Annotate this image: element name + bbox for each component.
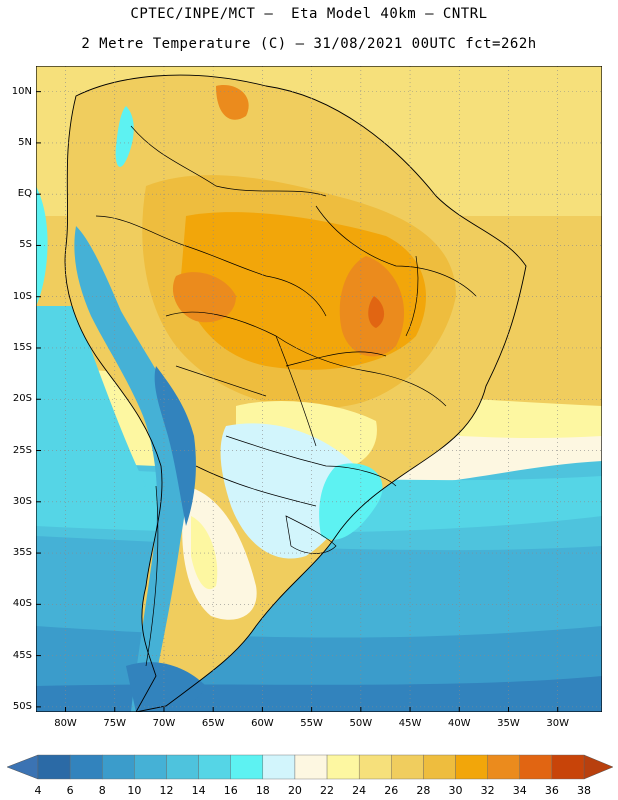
colorbar-level-label: 24 xyxy=(352,784,366,797)
field-andes-coldest xyxy=(154,366,196,526)
lon-tick-label: 60W xyxy=(251,718,274,729)
lon-tick-label: 45W xyxy=(398,718,422,729)
field-andes-cold xyxy=(74,226,187,712)
border-brazil-states-north xyxy=(315,205,477,297)
colorbar-level-label: 20 xyxy=(288,784,302,797)
colorbar-swatch xyxy=(551,754,585,780)
colorbar-level-label: 14 xyxy=(192,784,206,797)
colorbar-swatch xyxy=(358,754,392,780)
border-brazil-states-south xyxy=(365,370,447,407)
field-hottest-spot xyxy=(368,296,385,328)
colorbar-boxes xyxy=(6,754,614,780)
colorbar-level-label: 18 xyxy=(256,784,270,797)
colorbar-level-label: 34 xyxy=(513,784,527,797)
border-brazil-north xyxy=(185,245,327,317)
border-bolivia-brazil xyxy=(275,335,317,447)
colorbar-level-label: 30 xyxy=(449,784,463,797)
field-pacific-coast xyxy=(36,306,146,516)
colorbar-level-label: 22 xyxy=(320,784,334,797)
lat-tick-label: 15S xyxy=(12,341,32,353)
border-brazil-states-east xyxy=(405,255,419,337)
lat-tick-label: 10S xyxy=(12,290,32,302)
colorbar-level-label: 10 xyxy=(127,784,141,797)
lat-tick-label: 35S xyxy=(12,547,32,559)
lon-tick-label: 75W xyxy=(103,718,127,729)
map-title-line2: 2 Metre Temperature (C) – 31/08/2021 00U… xyxy=(81,36,537,52)
field-hot-core-north xyxy=(216,85,249,120)
colorbar-labels: 4 6 8 10 12 14 16 18 20 22 24 26 28 30 32 34 36 38 xyxy=(35,784,592,797)
temperature-map xyxy=(36,66,602,712)
field-hot-core-west xyxy=(172,272,236,323)
lon-tick-label: 40W xyxy=(447,718,471,729)
border-brazil-states-central xyxy=(285,351,387,367)
colorbar-swatch xyxy=(262,754,296,780)
colorbar-under-arrow xyxy=(6,754,39,780)
colorbar-level-label: 6 xyxy=(67,784,74,797)
colorbar-swatch xyxy=(391,754,424,780)
colorbar-swatch xyxy=(102,754,135,780)
colorbar-level-label: 38 xyxy=(577,784,591,797)
lat-tick-label: EQ xyxy=(17,188,32,200)
colorbar-swatch xyxy=(37,754,71,780)
lat-tick-label: 45S xyxy=(12,649,32,661)
colorbar-level-label: 32 xyxy=(481,784,495,797)
lon-tick-label: 65W xyxy=(201,718,225,729)
colorbar-swatch xyxy=(230,754,264,780)
field-pampas-warm xyxy=(191,516,218,590)
lon-tick-label: 70W xyxy=(152,718,176,729)
border-colombia-venezuela xyxy=(130,125,327,197)
border-chile-argentina xyxy=(145,485,159,667)
colorbar-swatch xyxy=(519,754,553,780)
field-pampas xyxy=(182,486,257,620)
field-pacific-cool xyxy=(36,186,48,306)
field-southeast-cool xyxy=(319,463,383,540)
lat-tick-label: 5S xyxy=(19,239,32,251)
colorbar-swatch xyxy=(134,754,167,780)
border-ecuador-peru xyxy=(95,215,187,247)
lon-tick-label: 80W xyxy=(54,718,77,729)
border-peru-chile xyxy=(175,365,267,397)
colorbar-level-label: 4 xyxy=(35,784,42,797)
lon-tick-label: 30W xyxy=(546,718,570,729)
border-uruguay xyxy=(285,515,337,554)
colorbar-swatch xyxy=(198,754,231,780)
colorbar-swatch xyxy=(166,754,199,780)
lon-tick-label: 35W xyxy=(497,718,520,729)
field-colombia-andes xyxy=(115,106,134,167)
coastline xyxy=(64,74,527,712)
colorbar-level-label: 8 xyxy=(99,784,106,797)
lat-tick-label: 25S xyxy=(12,444,32,456)
lat-tick-label: 20S xyxy=(12,393,32,405)
colorbar: 4 6 8 10 12 14 16 18 20 22 24 26 28 30 32 34 36 38 xyxy=(6,754,614,797)
border-paraguay xyxy=(225,435,397,487)
lon-tick-label: 55W xyxy=(300,718,323,729)
colorbar-swatch xyxy=(294,754,328,780)
lat-tick-label: 30S xyxy=(12,495,32,507)
lat-tick-label: 50S xyxy=(12,700,32,712)
colorbar-swatch xyxy=(455,754,488,780)
lat-tick-label: 40S xyxy=(12,598,32,610)
lat-tick-label: 5N xyxy=(18,136,32,148)
map-title-line1: CPTEC/INPE/MCT – Eta Model 40km – CNTRL xyxy=(130,6,488,22)
border-bolivia-north xyxy=(165,311,367,372)
colorbar-level-label: 36 xyxy=(545,784,559,797)
lat-tick-label: 10N xyxy=(11,85,32,97)
colorbar-swatch xyxy=(69,754,103,780)
field-patagonia-cold xyxy=(126,662,206,712)
colorbar-level-label: 12 xyxy=(159,784,173,797)
colorbar-swatch xyxy=(487,754,520,780)
colorbar-level-label: 26 xyxy=(384,784,398,797)
country-borders xyxy=(95,125,477,667)
colorbar-level-label: 28 xyxy=(416,784,430,797)
border-argentina-north xyxy=(195,465,317,507)
colorbar-over-arrow xyxy=(583,754,614,780)
lon-tick-label: 50W xyxy=(349,718,373,729)
colorbar-level-label: 16 xyxy=(224,784,238,797)
axis-ticks xyxy=(36,91,559,712)
colorbar-swatch xyxy=(326,754,360,780)
colorbar-swatch xyxy=(423,754,456,780)
